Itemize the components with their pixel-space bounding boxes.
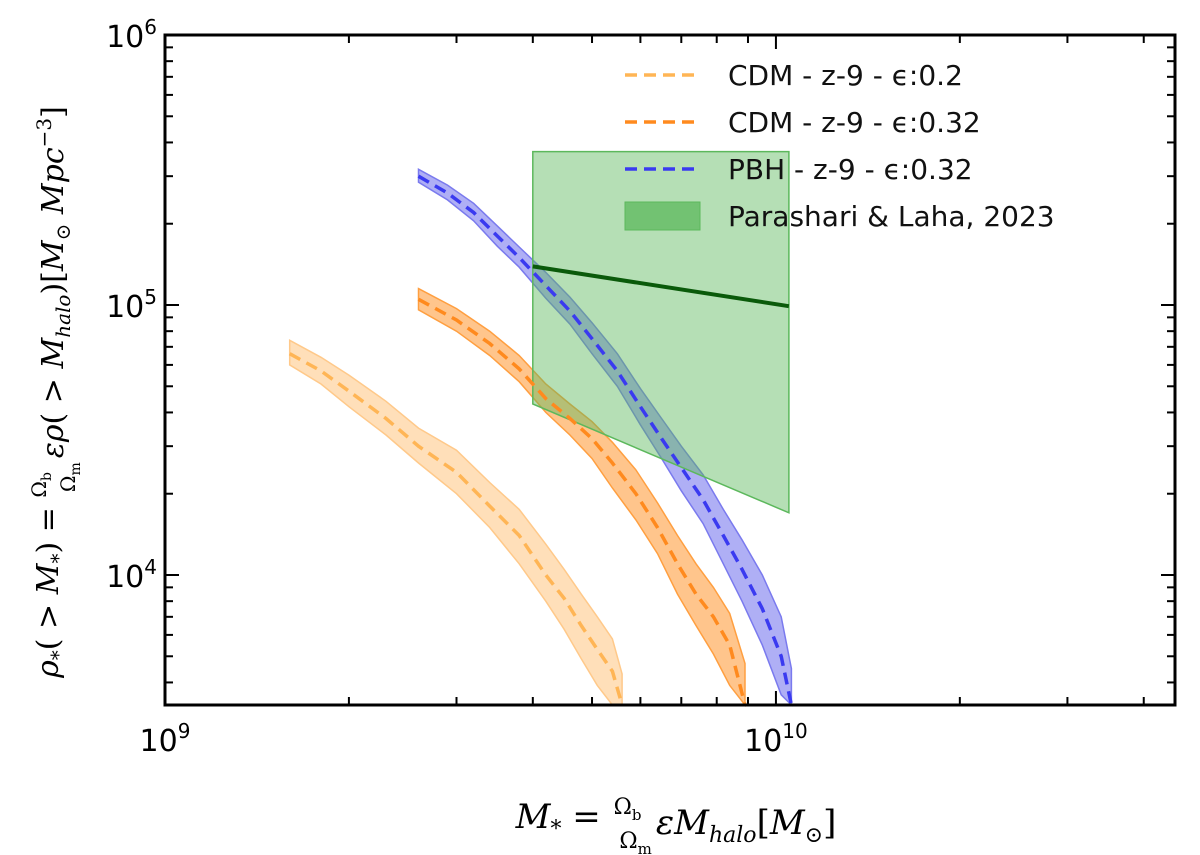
- legend-label-observational: Parashari & Laha, 2023: [728, 200, 1055, 233]
- observational-band-group: [532, 150, 790, 514]
- series-line-0: [288, 352, 624, 706]
- observational-band: [532, 150, 790, 514]
- y-tick-label: 106: [106, 15, 157, 55]
- x-tick-label: 1010: [744, 719, 808, 759]
- legend-label-1: CDM - z-9 - ϵ:0.32: [728, 106, 981, 139]
- legend-label-0: CDM - z-9 - ϵ:0.2: [728, 59, 963, 92]
- series-lines: [288, 174, 794, 706]
- y-axis-title: ρ*( > M*) = ΩbΩmερ( > Mhalo)[M⊙ Mpc−3]: [27, 106, 84, 679]
- legend-label-2: PBH - z-9 - ϵ:0.32: [728, 153, 973, 186]
- axis-ticks: [164, 34, 1175, 705]
- series-line-2: [417, 174, 794, 706]
- axis-tick-labels: 109 1010 104 105 106: [106, 15, 808, 759]
- observational-center-line: [532, 264, 790, 309]
- series-line-1: [417, 297, 747, 706]
- y-tick-label: 104: [106, 555, 157, 595]
- x-axis-title: M* = Ωb ΩmεMhalo[M⊙]: [515, 795, 837, 855]
- y-tick-label: 105: [106, 285, 157, 325]
- plot-frame: [163, 33, 1177, 707]
- x-tick-label: 109: [140, 719, 191, 759]
- legend: CDM - z-9 - ϵ:0.2 CDM - z-9 - ϵ:0.32 PBH -…: [624, 59, 1055, 233]
- legend-swatch-observational: [624, 201, 701, 231]
